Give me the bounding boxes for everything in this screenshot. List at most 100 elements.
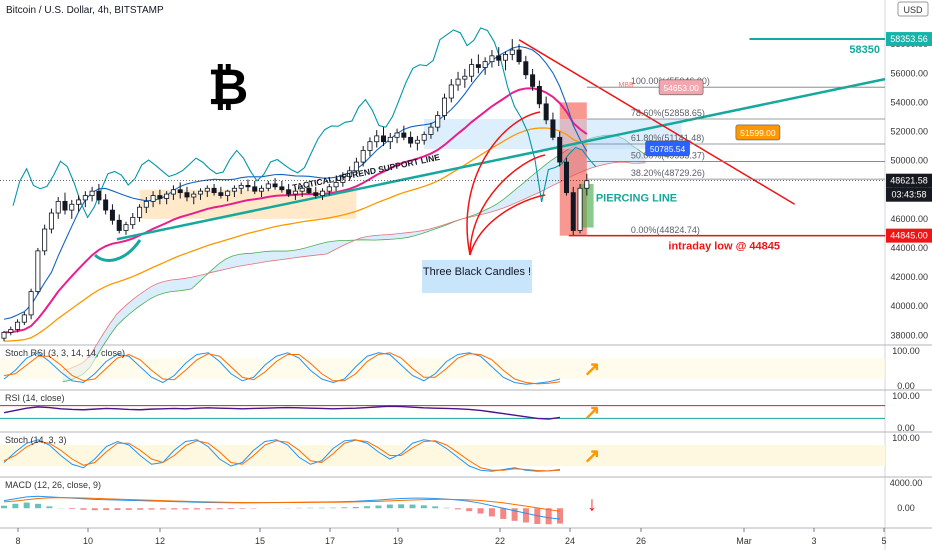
candle[interactable]: [130, 216, 136, 226]
price-box[interactable]: [645, 140, 690, 157]
candle[interactable]: [1, 331, 7, 339]
indicator-title[interactable]: Stoch RSI (3, 3, 14, 14, close): [5, 348, 125, 358]
candle[interactable]: [272, 183, 278, 188]
candle[interactable]: [170, 189, 176, 195]
price-box[interactable]: [735, 124, 781, 141]
candle[interactable]: [123, 224, 129, 231]
candle[interactable]: [225, 190, 231, 196]
candle[interactable]: [482, 61, 488, 68]
candle[interactable]: [184, 192, 190, 198]
candle[interactable]: [245, 184, 251, 188]
candle[interactable]: [570, 192, 576, 231]
candle[interactable]: [360, 150, 366, 163]
candle[interactable]: [543, 103, 549, 121]
candle[interactable]: [374, 135, 380, 143]
candle[interactable]: [475, 64, 481, 68]
macd-histogram-bar: [148, 508, 155, 510]
candle[interactable]: [584, 180, 590, 189]
candle[interactable]: [21, 314, 27, 323]
candle[interactable]: [509, 49, 515, 55]
candle[interactable]: [204, 187, 210, 192]
candle[interactable]: [536, 86, 542, 105]
candle[interactable]: [394, 132, 400, 138]
candle[interactable]: [428, 126, 434, 135]
candle[interactable]: [62, 200, 68, 211]
candle[interactable]: [320, 190, 326, 196]
candle[interactable]: [333, 182, 339, 188]
candle[interactable]: [387, 136, 393, 143]
candle[interactable]: [198, 190, 204, 195]
candle[interactable]: [82, 195, 88, 201]
candle[interactable]: [157, 195, 163, 199]
currency-box[interactable]: [897, 1, 929, 17]
indicator-title[interactable]: MACD (12, 26, close, 9): [5, 480, 101, 490]
candle[interactable]: [557, 136, 563, 163]
indicator-title[interactable]: RSI (14, close): [5, 393, 65, 403]
candle[interactable]: [143, 200, 149, 208]
candle[interactable]: [326, 186, 332, 192]
candle[interactable]: [496, 55, 502, 61]
candle[interactable]: [401, 132, 407, 138]
candle[interactable]: [550, 119, 556, 138]
candle[interactable]: [469, 64, 475, 77]
candle[interactable]: [441, 97, 448, 116]
candle[interactable]: [435, 115, 441, 128]
candle[interactable]: [109, 209, 115, 221]
candle[interactable]: [516, 49, 522, 63]
candle[interactable]: [28, 291, 34, 316]
candle[interactable]: [489, 55, 495, 63]
candle[interactable]: [265, 183, 271, 189]
price-box[interactable]: [658, 79, 704, 96]
candle[interactable]: [238, 184, 244, 189]
candle[interactable]: [530, 74, 536, 87]
candle[interactable]: [313, 192, 319, 196]
candle[interactable]: [218, 192, 224, 196]
candle[interactable]: [577, 187, 583, 231]
candle[interactable]: [48, 212, 54, 230]
candle[interactable]: [414, 139, 420, 144]
candle[interactable]: [292, 190, 298, 195]
candle[interactable]: [286, 189, 292, 195]
candle[interactable]: [455, 78, 461, 86]
candle[interactable]: [55, 200, 61, 214]
candle[interactable]: [8, 329, 14, 333]
candle[interactable]: [15, 321, 21, 330]
candle[interactable]: [462, 75, 468, 80]
candle[interactable]: [523, 61, 529, 76]
candle[interactable]: [116, 219, 122, 231]
candle[interactable]: [347, 170, 353, 178]
candle[interactable]: [191, 193, 197, 198]
indicator-panes[interactable]: Stoch RSI (3, 3, 14, 14, close) 100.000.0…: [0, 346, 922, 525]
candle[interactable]: [103, 199, 109, 211]
candle[interactable]: [42, 228, 48, 252]
indicator-title[interactable]: Stoch (14, 3, 3): [5, 435, 67, 445]
candlesticks[interactable]: [1, 39, 590, 342]
candle[interactable]: [89, 190, 95, 196]
candle[interactable]: [306, 187, 312, 194]
candle[interactable]: [563, 161, 569, 194]
candle[interactable]: [177, 189, 183, 194]
candle[interactable]: [340, 176, 346, 183]
candle[interactable]: [381, 135, 387, 143]
candle[interactable]: [76, 199, 82, 205]
candle[interactable]: [259, 187, 265, 192]
candle[interactable]: [279, 186, 285, 191]
candle[interactable]: [35, 250, 41, 293]
candle[interactable]: [231, 187, 237, 192]
candle[interactable]: [448, 84, 454, 99]
candle[interactable]: [353, 161, 359, 172]
candle[interactable]: [367, 141, 373, 151]
candle[interactable]: [150, 195, 156, 202]
candle[interactable]: [69, 203, 75, 211]
candle[interactable]: [252, 186, 258, 192]
candle[interactable]: [211, 187, 217, 194]
candle[interactable]: [164, 193, 170, 199]
fibonacci-levels[interactable]: 100.00%(55046.00)78.60%(52858.65)61.80%(…: [0, 38, 885, 253]
candle[interactable]: [502, 53, 508, 61]
candle[interactable]: [421, 134, 427, 141]
candle[interactable]: [96, 190, 102, 201]
candle[interactable]: [299, 187, 305, 192]
candle[interactable]: [408, 136, 414, 144]
candle[interactable]: [137, 206, 143, 218]
